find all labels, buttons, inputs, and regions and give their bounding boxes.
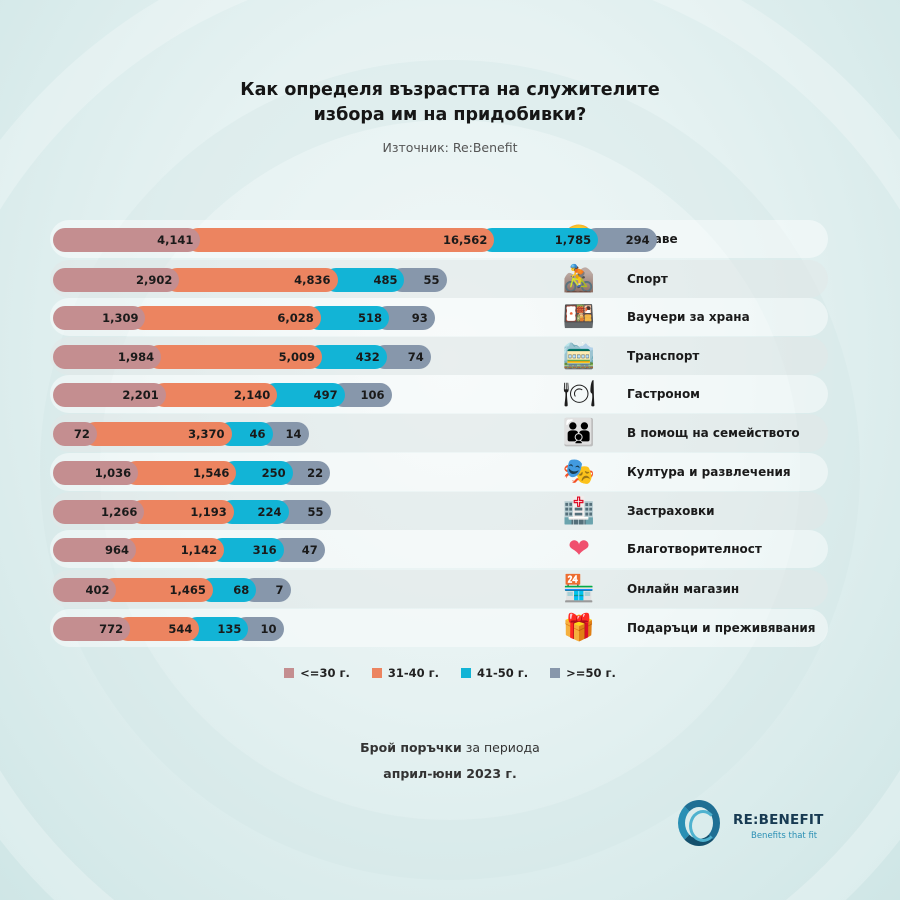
bar-segment: 2,201 [53, 383, 166, 407]
legend-label: <=30 г. [300, 666, 350, 680]
category-label: Благотворителност [627, 542, 762, 556]
bar-segment: 544 [116, 617, 200, 641]
stacked-bar: 1,984 5,009 432 74 [53, 345, 431, 369]
legend-label: 31-40 г. [387, 666, 439, 680]
shop-icon: 🏪 [562, 574, 596, 604]
stacked-bar: 1,309 6,028 518 93 [53, 306, 435, 330]
chart-row: 2,902 4,836 485 55 🚵 Спорт [50, 260, 828, 298]
category-label: Онлайн магазин [627, 582, 740, 596]
stacked-bar: 1,036 1,546 250 22 [53, 461, 331, 485]
chart-row: 1,036 1,546 250 22 🎭 Култура и развлечения [50, 453, 828, 491]
bar-segment: 6,028 [131, 306, 321, 330]
category-label: Застраховки [627, 504, 715, 518]
bar-segment: 2,902 [53, 268, 180, 292]
bento-box-icon: 🍱 [562, 302, 596, 332]
bar-segment: 1,036 [53, 461, 139, 485]
category-label: Култура и развлечения [627, 465, 791, 479]
chart-row: 72 3,370 46 14 👪 В помощ на семейството [50, 414, 828, 452]
logo-tagline: Benefits that fit [751, 831, 818, 841]
logo-name: RE:BENEFIT [733, 812, 824, 828]
bar-segment: 402 [53, 578, 117, 602]
stacked-bar: 1,266 1,193 224 55 [53, 500, 331, 524]
family-icon: 👪 [562, 418, 596, 448]
bar-segment: 1,309 [53, 306, 146, 330]
category-label: Подаръци и преживявания [627, 621, 816, 635]
bar-segment: 4,141 [53, 228, 201, 252]
bar-segment: 497 [263, 383, 345, 407]
bar-segment: 964 [53, 538, 137, 562]
bar-segment: 72 [53, 422, 97, 446]
legend-swatch [461, 668, 471, 678]
bar-segment: 1,465 [102, 578, 213, 602]
chart-legend: <=30 г. 31-40 г. 41-50 г. >=50 г. [0, 666, 900, 680]
bar-segment: 772 [53, 617, 131, 641]
stacked-bar: 402 1,465 68 7 [53, 578, 291, 602]
legend-label: 41-50 г. [477, 666, 529, 680]
bar-segment: 1,266 [53, 500, 145, 524]
stacked-bar: 4,141 16,562 1,785 294 [53, 228, 657, 252]
chart-title: Как определя възрастта на служителите из… [0, 78, 900, 128]
logo-ring-icon [678, 800, 720, 846]
chart-source: Източник: Re:Benefit [382, 140, 518, 155]
chart-row: 772 544 135 10 🎁 Подаръци и преживявания [50, 609, 828, 647]
mountain-railway-icon: 🚞 [562, 341, 596, 371]
bar-segment: 1,193 [130, 500, 234, 524]
stacked-bar: 2,201 2,140 497 106 [53, 383, 392, 407]
plate-cutlery-icon: 🍽 [562, 379, 596, 409]
heart-icon: ❤ [568, 534, 590, 564]
rebenefit-logo: RE:BENEFIT Benefits that fit [676, 800, 846, 848]
chart-row: 1,309 6,028 518 93 🍱 Ваучери за храна [50, 298, 828, 336]
hospital-icon: 🏥 [562, 496, 596, 526]
bar-segment: 16,562 [186, 228, 495, 252]
category-label: Ваучери за храна [627, 310, 750, 324]
chart-title-line-2: избора им на придобивки? [313, 105, 587, 125]
bar-segment: 1,142 [122, 538, 225, 562]
theater-masks-icon: 🎭 [562, 457, 596, 487]
footer-caption: Брой поръчки за периода [0, 740, 900, 755]
legend-item: 31-40 г. [371, 666, 439, 680]
legend-swatch [550, 668, 561, 678]
legend-label: >=50 г. [566, 666, 616, 680]
mountain-biker-icon: 🚵 [562, 264, 596, 294]
footer-caption-rest: за периода [461, 740, 540, 755]
stacked-bar: 964 1,142 316 47 [53, 538, 325, 562]
legend-item: 41-50 г. [461, 666, 528, 680]
category-label: Транспорт [627, 349, 700, 363]
footer-period: април-юни 2023 г. [383, 766, 517, 781]
legend-swatch [284, 668, 295, 678]
bar-segment: 5,009 [147, 345, 322, 369]
chart-row: 1,984 5,009 432 74 🚞 Транспорт [50, 337, 828, 375]
bar-segment: 250 [222, 461, 293, 485]
legend-item: >=50 г. [550, 666, 616, 680]
bar-segment: 1,546 [124, 461, 237, 485]
stacked-bar: 72 3,370 46 14 [53, 422, 309, 446]
bar-segment: 4,836 [165, 268, 338, 292]
chart-row: 1,266 1,193 224 55 🏥 Застраховки [50, 492, 828, 530]
bar-segment: 2,140 [151, 383, 278, 407]
legend-item: <=30 г. [284, 666, 350, 680]
footer-caption-bold: Брой поръчки [360, 740, 462, 755]
bar-segment: 3,370 [82, 422, 232, 446]
bar-segment: 1,785 [480, 228, 599, 252]
chart-title-line-1: Как определя възрастта на служителите [240, 80, 660, 100]
category-label: Спорт [627, 272, 668, 286]
category-label: Гастроном [627, 387, 700, 401]
chart-row: 402 1,465 68 7 🏪 Онлайн магазин [50, 570, 828, 608]
chart-row: 2,201 2,140 497 106 🍽 Гастроном [50, 375, 828, 413]
bar-segment: 518 [306, 306, 389, 330]
stacked-bar: 772 544 135 10 [53, 617, 284, 641]
category-label: В помощ на семейството [627, 426, 800, 440]
bar-segment: 1,984 [53, 345, 162, 369]
gift-icon: 🎁 [562, 613, 596, 643]
stacked-bar: 2,902 4,836 485 55 [53, 268, 447, 292]
legend-swatch [371, 668, 382, 678]
chart-row: 964 1,142 316 47 ❤ Благотворителност [50, 530, 828, 568]
